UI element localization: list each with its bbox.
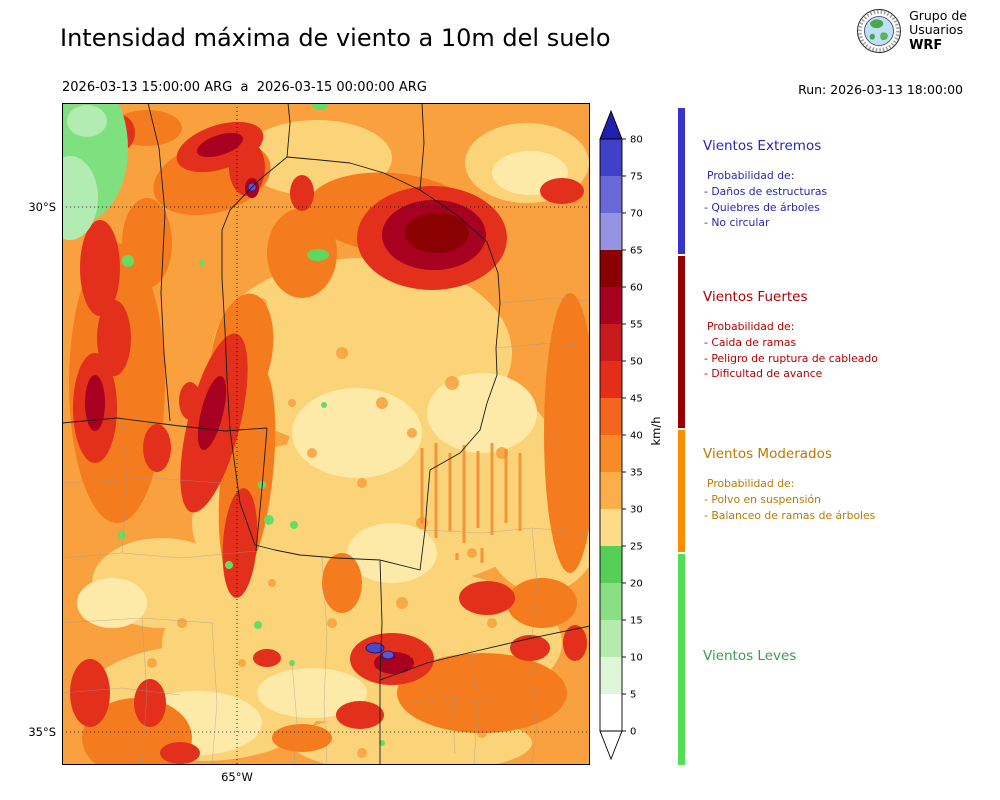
svg-text:30: 30 (630, 505, 643, 516)
svg-text:80: 80 (630, 135, 643, 146)
logo-text: Grupo de Usuarios WRF (909, 7, 967, 54)
legend-bar-moderados (678, 430, 685, 552)
svg-text:20: 20 (630, 579, 643, 590)
legend-item: - Dificultad de avance (704, 367, 823, 380)
svg-text:35: 35 (630, 468, 643, 479)
legend-title: Vientos Moderados (703, 446, 832, 462)
run-timestamp: Run: 2026-03-13 18:00:00 (798, 82, 963, 97)
svg-text:0: 0 (630, 727, 636, 738)
svg-text:40: 40 (630, 431, 643, 442)
legend-title: Vientos Leves (703, 648, 797, 664)
svg-text:75: 75 (630, 172, 643, 183)
lat-label-35s: 35°S (28, 725, 56, 739)
svg-text:50: 50 (630, 357, 643, 368)
svg-text:25: 25 (630, 542, 643, 553)
logo-line-2: Usuarios (909, 22, 964, 38)
legend-title: Vientos Fuertes (703, 289, 808, 305)
page-title: Intensidad máxima de viento a 10m del su… (60, 24, 611, 52)
legend-items: - Polvo en suspensión - Balanceo de rama… (703, 492, 988, 523)
svg-text:15: 15 (630, 616, 643, 627)
globe-logo-icon (857, 9, 902, 53)
svg-text:70: 70 (630, 209, 643, 220)
legend-item: - Quiebres de árboles (704, 200, 820, 214)
legend-section-extremos: Vientos Extremos Probabilidad de: - Daño… (703, 138, 988, 231)
logo-line-wrf: WRF (909, 38, 943, 54)
legend-prob-header: Probabilidad de: (707, 169, 795, 182)
legend-prob-header: Probabilidad de: (707, 320, 795, 333)
legend-item: - Polvo en suspensión (704, 493, 821, 506)
logo-line-1: Grupo de (909, 7, 967, 23)
legend-items: - Daños de estructuras - Quiebres de árb… (703, 184, 988, 231)
svg-text:10: 10 (630, 653, 643, 664)
colorbar: 80 75 70 65 60 55 50 45 40 35 30 25 20 15 10 5 0 (599, 109, 669, 764)
lat-label-30s: 30°S (28, 200, 56, 214)
svg-text:65: 65 (630, 246, 643, 257)
svg-text:45: 45 (630, 394, 643, 405)
wrf-users-group-logo: Grupo de Usuarios WRF (856, 8, 967, 54)
svg-text:60: 60 (630, 283, 643, 294)
legend-bar-extremos (678, 108, 685, 254)
legend-item: - Balanceo de ramas de árboles (704, 508, 876, 522)
legend-item: - Caida de ramas (704, 336, 797, 349)
legend-item: - Daños de estructuras (704, 185, 828, 198)
lon-label-65w: 65°W (221, 770, 253, 784)
legend-bar-fuertes (678, 256, 685, 428)
wind-intensity-map (32, 73, 602, 778)
svg-text:55: 55 (630, 320, 643, 331)
legend-section-moderados: Vientos Moderados Probabilidad de: - Pol… (703, 446, 988, 523)
valid-period-label: 2026-03-13 15:00:00 ARG a 2026-03-15 00:… (62, 80, 427, 95)
legend-item: - No circular (704, 216, 770, 229)
wind-map-image (32, 73, 602, 778)
svg-text:5: 5 (630, 690, 636, 701)
legend-prob-header: Probabilidad de: (707, 477, 795, 490)
colorbar-unit-label: km/h (649, 416, 663, 446)
legend-items: - Caida de ramas - Peligro de ruptura de… (703, 335, 988, 382)
legend-bar-leves (678, 554, 685, 765)
legend-item: - Peligro de ruptura de cableado (704, 351, 878, 365)
legend-title: Vientos Extremos (703, 138, 822, 154)
legend-section-fuertes: Vientos Fuertes Probabilidad de: - Caida… (703, 289, 988, 382)
legend-section-leves: Vientos Leves (703, 648, 988, 664)
